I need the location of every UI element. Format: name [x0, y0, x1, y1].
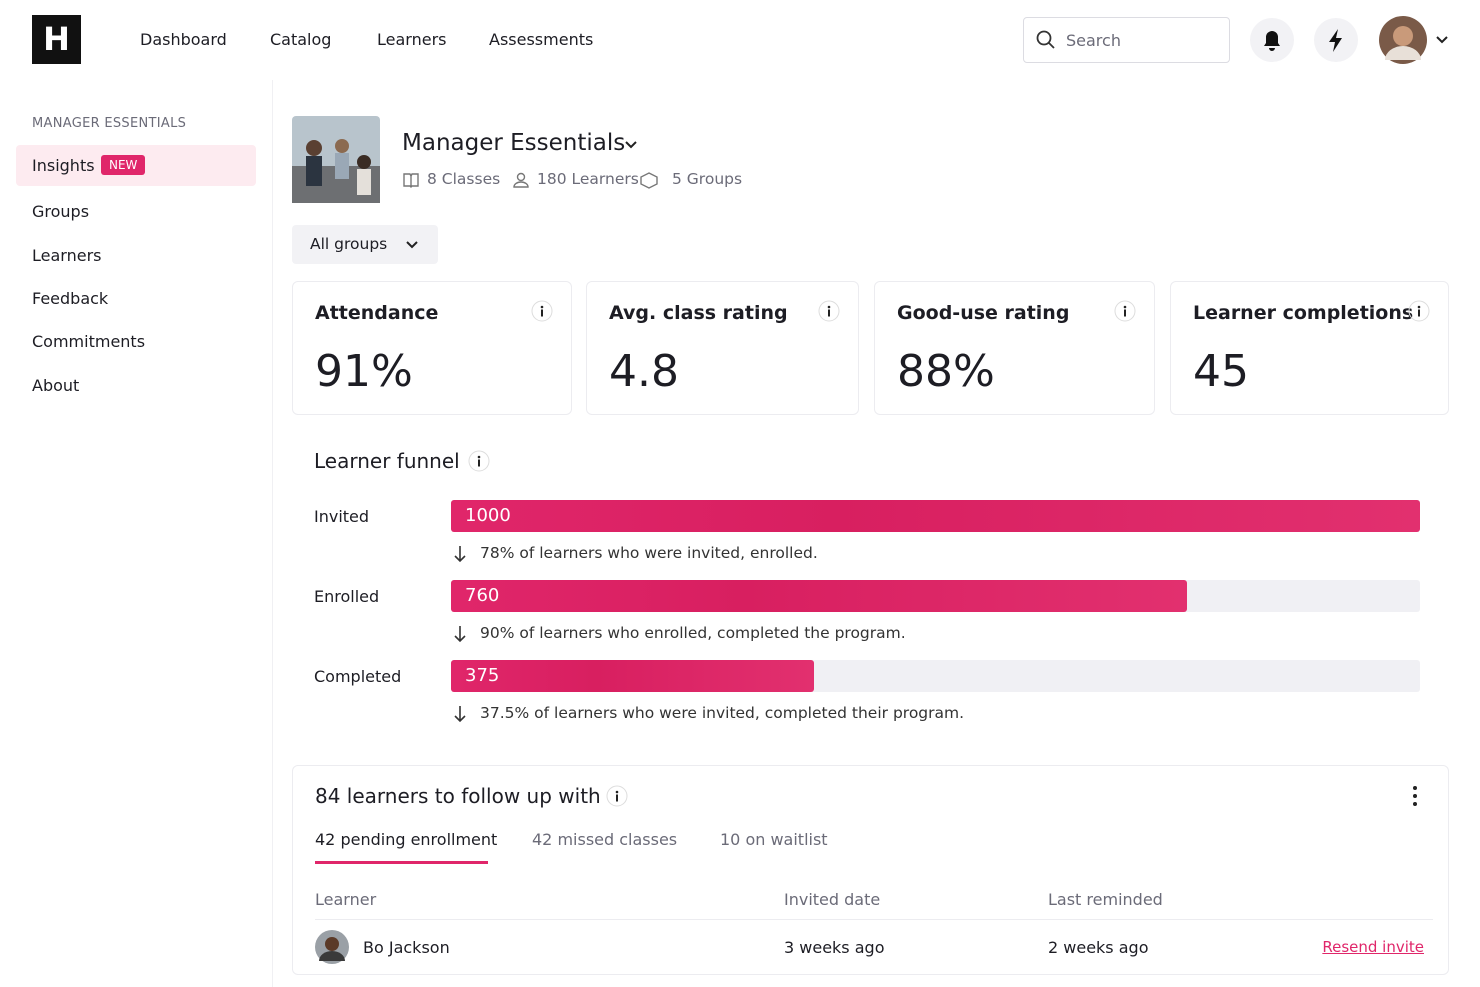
tab[interactable]: 42 missed classes	[532, 830, 678, 849]
sidebar-item[interactable]: About	[32, 376, 80, 395]
more-menu[interactable]	[1405, 784, 1425, 808]
column-header[interactable]: Invited date	[784, 890, 881, 909]
funnel-bar	[451, 660, 815, 692]
invited-date: 3 weeks ago	[784, 938, 885, 957]
last-reminded: 2 weeks ago	[1048, 938, 1149, 957]
info-icon[interactable]	[606, 785, 628, 807]
learner-name: Bo Jackson	[363, 938, 450, 957]
followup-title: 84 learners to follow up with	[315, 784, 601, 808]
course-title: Manager Essentials	[402, 130, 626, 156]
learner-avatar	[315, 930, 349, 964]
metric-value: 88%	[897, 346, 995, 397]
nav-link[interactable]: Dashboard	[140, 30, 227, 49]
funnel-bar	[451, 500, 1420, 532]
bar-value: 375	[465, 665, 500, 686]
metric-value: 4.8	[609, 346, 679, 397]
meta-icons	[403, 172, 658, 189]
nav-link[interactable]: Assessments	[489, 30, 594, 49]
bar-value: 1000	[465, 505, 511, 526]
column-header[interactable]: Learner	[315, 890, 377, 909]
badge: NEW	[101, 155, 146, 175]
metric-label: Learner completions	[1193, 302, 1414, 324]
row-divider	[315, 919, 1433, 920]
metric-card: Attendance 91%	[292, 281, 572, 415]
sidebar-item[interactable]: Groups	[32, 202, 90, 221]
stage-note: 78% of learners who were invited, enroll…	[480, 544, 818, 562]
quick-actions[interactable]	[1314, 18, 1358, 62]
search-placeholder: Search	[1066, 31, 1121, 50]
info-icon[interactable]	[531, 300, 553, 322]
tab[interactable]: 10 on waitlist	[720, 830, 828, 849]
logo[interactable]: H	[32, 15, 81, 64]
meta-learners: 180 Learners	[537, 170, 639, 188]
funnel-bar	[451, 580, 1188, 612]
nav-link[interactable]: Learners	[377, 30, 447, 49]
bar-value: 760	[465, 585, 500, 606]
metric-label: Good-use rating	[897, 302, 1070, 324]
metric-card: Good-use rating 88%	[874, 281, 1155, 415]
followup-card: 84 learners to follow up with 42 pending…	[292, 765, 1449, 975]
down-arrow	[452, 704, 468, 724]
sidebar-item[interactable]: Feedback	[32, 289, 109, 308]
tab[interactable]: 42 pending enrollment	[315, 830, 498, 849]
notifications[interactable]	[1250, 18, 1294, 62]
sidebar-divider	[272, 80, 273, 987]
stage-label: Enrolled	[314, 587, 380, 606]
nav-link[interactable]: Catalog	[270, 30, 332, 49]
stage-label: Invited	[314, 507, 370, 526]
info-icon[interactable]	[468, 450, 490, 472]
stage-note: 90% of learners who enrolled, completed …	[480, 624, 906, 642]
user-menu[interactable]	[1379, 16, 1459, 64]
search-icon	[1036, 30, 1055, 49]
stage-label: Completed	[314, 667, 402, 686]
down-arrow	[452, 544, 468, 564]
sidebar-item[interactable]: Commitments	[32, 332, 146, 351]
metric-value: 91%	[315, 346, 413, 397]
filter-chevron	[406, 241, 418, 249]
title-dropdown[interactable]	[620, 134, 642, 156]
column-header[interactable]: Last reminded	[1048, 890, 1163, 909]
course-photo	[292, 116, 380, 203]
metric-label: Attendance	[315, 302, 439, 324]
info-icon[interactable]	[1114, 300, 1136, 322]
sidebar-heading: MANAGER ESSENTIALS	[32, 116, 187, 131]
info-icon[interactable]	[1408, 300, 1430, 322]
tab-indicator	[315, 861, 488, 864]
metric-value: 45	[1193, 346, 1249, 397]
sidebar-item[interactable]: Learners	[32, 246, 102, 265]
meta-classes: 8 Classes	[427, 170, 501, 188]
meta-groups: 5 Groups	[672, 170, 743, 188]
filter-label: All groups	[310, 235, 388, 253]
metric-label: Avg. class rating	[609, 302, 788, 324]
group-filter[interactable]: All groups	[292, 225, 438, 264]
down-arrow	[452, 624, 468, 644]
search-box[interactable]: Search	[1023, 17, 1230, 63]
stage-note: 37.5% of learners who were invited, comp…	[480, 704, 965, 722]
metric-card: Avg. class rating 4.8	[586, 281, 859, 415]
funnel-title: Learner funnel	[314, 449, 460, 473]
metric-card: Learner completions 45	[1170, 281, 1449, 415]
resend-invite-link[interactable]: Resend invite	[1322, 938, 1424, 956]
info-icon[interactable]	[818, 300, 840, 322]
sidebar-item[interactable]: Insights	[32, 156, 95, 175]
